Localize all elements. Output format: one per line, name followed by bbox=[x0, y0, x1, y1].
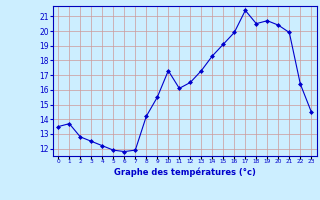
X-axis label: Graphe des températures (°c): Graphe des températures (°c) bbox=[114, 167, 256, 177]
